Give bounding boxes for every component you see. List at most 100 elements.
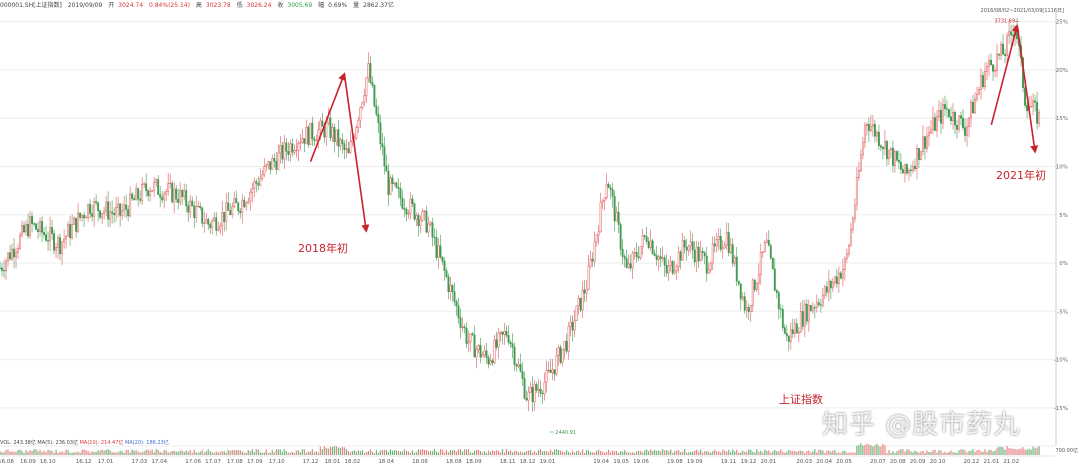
annotation-2021: 2021年初 xyxy=(996,169,1046,182)
candle-body xyxy=(435,237,438,258)
volume-bar xyxy=(920,451,922,455)
volume-bar xyxy=(674,451,676,455)
volume-bar xyxy=(149,450,151,455)
candle-body xyxy=(359,107,362,121)
candle-body xyxy=(451,285,454,292)
y-tick-label: 20% xyxy=(1056,68,1068,74)
x-tick-label: 20.08 xyxy=(890,459,906,465)
candle-body xyxy=(739,283,742,300)
candle-body xyxy=(213,217,216,222)
volume-bar xyxy=(85,450,87,455)
candle-body xyxy=(659,256,662,260)
candle-body xyxy=(839,272,842,279)
candle-body xyxy=(753,279,756,291)
date-range-label[interactable]: 2016/08/02~2021/03/09[1116日] xyxy=(980,8,1064,14)
candle-body xyxy=(123,204,126,212)
candle-body xyxy=(349,141,352,154)
candle-body xyxy=(793,323,796,334)
candle-body xyxy=(11,248,13,260)
candle-body xyxy=(938,109,940,118)
candle-body xyxy=(555,355,558,375)
candle-body xyxy=(299,142,302,144)
candle-body xyxy=(495,339,498,348)
candle-body xyxy=(185,190,188,207)
candle-body xyxy=(741,296,744,300)
candle-body xyxy=(153,181,156,191)
volume-bar xyxy=(173,450,175,455)
volume-bar xyxy=(463,449,466,455)
volume-bar xyxy=(1012,448,1014,455)
candle-body xyxy=(449,285,452,292)
candle-body xyxy=(197,205,200,208)
candle-body xyxy=(265,164,268,167)
volume-bar xyxy=(1,452,3,455)
candle-body xyxy=(231,206,234,215)
volume-bar xyxy=(539,449,542,455)
candle-body xyxy=(91,213,94,217)
x-tick-label: 18.12 xyxy=(520,459,536,465)
candle-body xyxy=(175,188,178,200)
candle-body xyxy=(229,210,232,215)
volume-bar xyxy=(519,451,522,455)
x-tick-label: 17.08 xyxy=(227,459,243,465)
candle-body xyxy=(159,194,162,198)
candle-body xyxy=(61,241,64,254)
candle-body xyxy=(950,116,952,121)
volume-bar xyxy=(453,449,456,455)
candle-body xyxy=(281,145,284,160)
volume-bar xyxy=(686,452,688,455)
candle-body xyxy=(723,244,726,249)
candle-body xyxy=(543,381,546,395)
volume-bar xyxy=(860,443,862,455)
volume-bar xyxy=(239,450,241,455)
candle-body xyxy=(1038,112,1041,124)
volume-bar xyxy=(369,449,371,455)
candle-body xyxy=(171,182,174,203)
candle-body xyxy=(803,303,806,327)
x-tick-label: 19.06 xyxy=(633,459,649,465)
volume-bar xyxy=(269,452,271,455)
candle-body xyxy=(465,327,468,344)
volume-bar xyxy=(177,451,179,455)
candle-body xyxy=(665,265,668,274)
volume-bar xyxy=(768,450,770,455)
volume-bar xyxy=(990,449,992,455)
candle-body xyxy=(497,333,500,348)
volume-bar xyxy=(285,451,287,455)
candle-body xyxy=(757,273,760,284)
candle-body xyxy=(513,346,516,365)
candle-body xyxy=(771,257,774,270)
candle-body xyxy=(455,301,458,307)
candle-body xyxy=(637,256,640,259)
candle-body xyxy=(877,131,880,147)
volume-bar xyxy=(678,450,680,455)
candle-body xyxy=(575,305,578,321)
candle-body xyxy=(467,341,470,344)
volume-bar xyxy=(93,452,95,455)
candle-body xyxy=(339,139,342,147)
candle-body xyxy=(29,216,31,237)
volume-bar xyxy=(908,449,910,455)
volume-bar xyxy=(459,449,462,455)
candle-body xyxy=(89,204,92,214)
candle-body xyxy=(221,211,224,227)
candle-body xyxy=(817,302,820,306)
volume-bar xyxy=(105,449,107,455)
candle-body xyxy=(25,223,27,233)
volume-bar xyxy=(439,449,442,455)
candle-body xyxy=(5,260,7,272)
candle-body xyxy=(537,388,540,391)
candle-body xyxy=(613,196,616,222)
symbol-label[interactable]: 000001.SH[上证指数] xyxy=(0,2,62,9)
candle-body xyxy=(491,360,494,363)
volume-bar xyxy=(952,451,954,455)
volume-bar xyxy=(904,451,906,455)
volume-bar xyxy=(543,451,546,455)
candle-body xyxy=(639,246,642,259)
volume-bar xyxy=(315,451,317,455)
volume-bar xyxy=(736,449,738,455)
candle-body xyxy=(263,166,266,176)
volume-bar xyxy=(187,451,189,455)
quote-header: 000001.SH[上证指数] 2019/09/09 开 3024.74 0.84… xyxy=(0,0,1080,11)
